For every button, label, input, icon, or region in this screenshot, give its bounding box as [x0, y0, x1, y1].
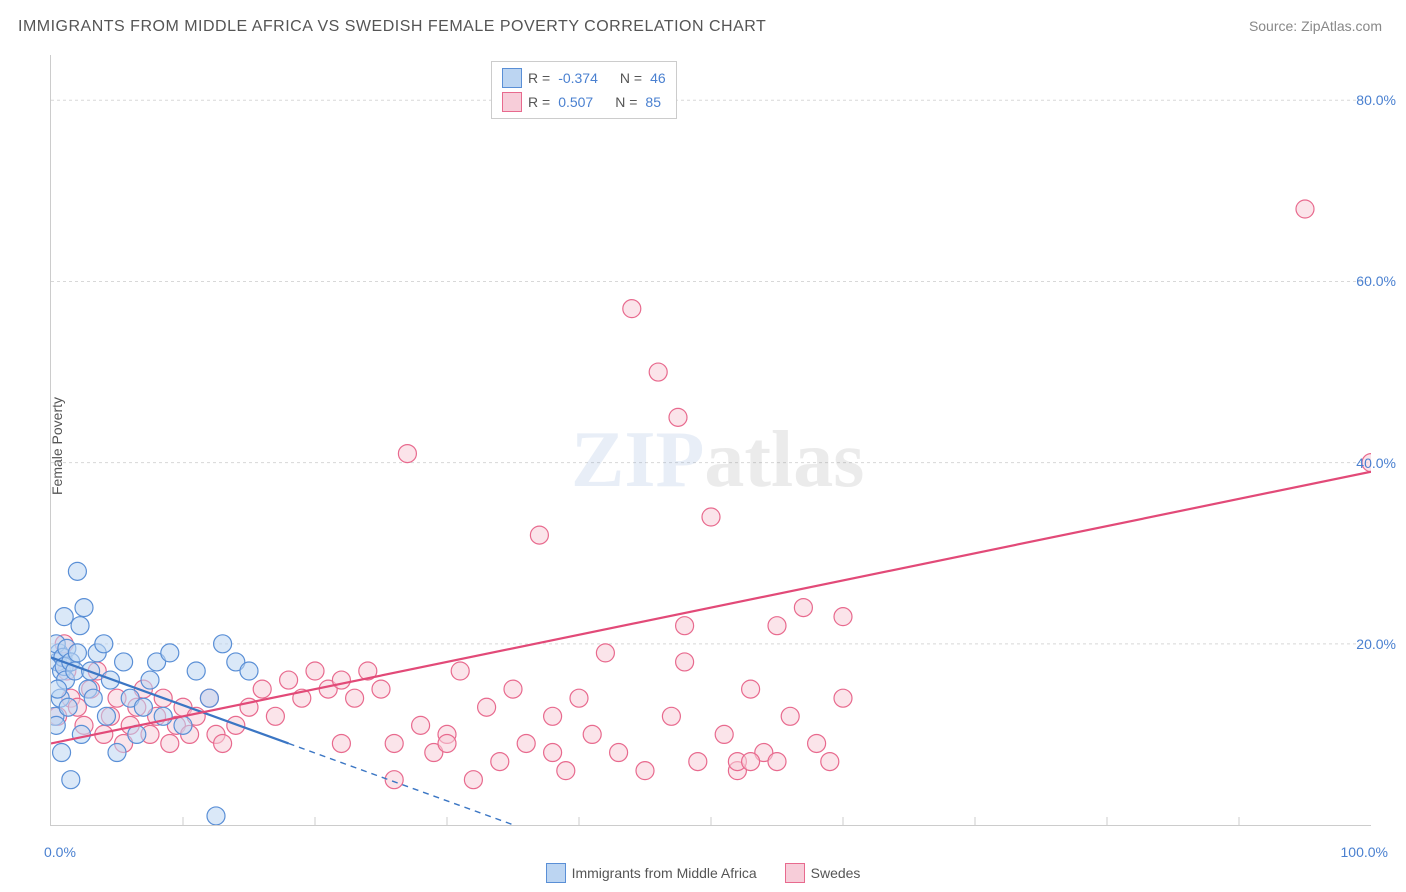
n-label: N = [615, 94, 637, 110]
x-axis-max-label: 100.0% [1341, 844, 1388, 860]
legend-label-blue: Immigrants from Middle Africa [572, 865, 757, 881]
series-legend: Immigrants from Middle Africa Swedes [0, 863, 1406, 886]
legend-row-blue: R = -0.374 N = 46 [502, 66, 666, 90]
r-value-pink: 0.507 [558, 94, 593, 110]
y-tick-label: 20.0% [1356, 636, 1396, 652]
legend-row-pink: R = 0.507 N = 85 [502, 90, 666, 114]
source-label: Source: [1249, 18, 1297, 34]
chart-plot-area: ZIPatlas R = -0.374 N = 46 R = 0.507 N =… [50, 55, 1371, 826]
r-label: R = [528, 94, 550, 110]
correlation-legend: R = -0.374 N = 46 R = 0.507 N = 85 [491, 61, 677, 119]
legend-swatch-pink [502, 92, 522, 112]
source-attribution: Source: ZipAtlas.com [1249, 18, 1382, 34]
n-label: N = [620, 70, 642, 86]
y-tick-label: 40.0% [1356, 455, 1396, 471]
y-tick-label: 80.0% [1356, 92, 1396, 108]
legend-swatch-pink-bottom [785, 863, 805, 883]
legend-item-blue: Immigrants from Middle Africa [546, 863, 757, 883]
y-tick-label: 60.0% [1356, 273, 1396, 289]
r-label: R = [528, 70, 550, 86]
chart-svg [51, 55, 1371, 825]
source-name: ZipAtlas.com [1301, 18, 1382, 34]
n-value-pink: 85 [645, 94, 661, 110]
x-axis-min-label: 0.0% [44, 844, 76, 860]
n-value-blue: 46 [650, 70, 666, 86]
r-value-blue: -0.374 [558, 70, 598, 86]
chart-title: IMMIGRANTS FROM MIDDLE AFRICA VS SWEDISH… [18, 18, 766, 36]
legend-item-pink: Swedes [785, 863, 861, 883]
legend-label-pink: Swedes [811, 865, 861, 881]
legend-swatch-blue [502, 68, 522, 88]
legend-swatch-blue-bottom [546, 863, 566, 883]
